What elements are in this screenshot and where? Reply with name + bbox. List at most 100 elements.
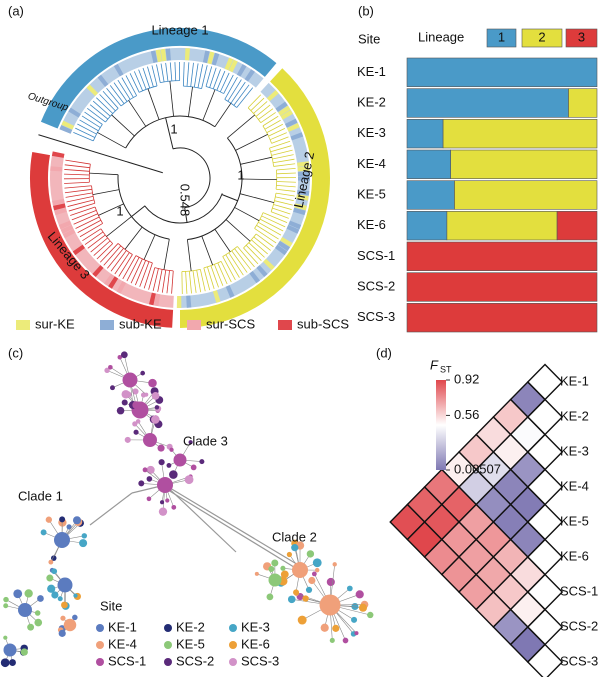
colorbar-tick-label: 0.00507 xyxy=(454,461,501,476)
branch xyxy=(169,62,173,81)
haplotype xyxy=(146,465,155,474)
branch xyxy=(139,261,150,287)
legend-marker xyxy=(164,658,172,666)
legend-label: KE-4 xyxy=(108,636,137,651)
branch xyxy=(270,193,277,212)
branch xyxy=(99,243,119,263)
branch xyxy=(183,85,202,89)
branch xyxy=(110,250,127,272)
habitat-tick xyxy=(280,109,294,120)
branch xyxy=(247,94,262,109)
haplotype xyxy=(166,462,172,468)
node-label: 1 xyxy=(170,121,177,136)
habitat-tick xyxy=(293,207,306,216)
branch xyxy=(117,79,131,100)
haplotype xyxy=(169,447,174,452)
haplotype xyxy=(60,615,66,621)
branch xyxy=(107,247,124,269)
branch xyxy=(90,237,108,253)
haplotype xyxy=(13,589,23,599)
branch xyxy=(269,140,291,149)
habitat-tick xyxy=(97,74,109,87)
haplotype xyxy=(37,595,44,602)
branch xyxy=(276,172,296,175)
network xyxy=(0,351,374,668)
haplotype xyxy=(9,659,16,666)
branch xyxy=(81,115,101,128)
branch xyxy=(272,154,294,160)
branch xyxy=(91,185,96,204)
branch xyxy=(98,203,124,216)
branch xyxy=(212,69,221,90)
branch xyxy=(271,149,293,156)
branch xyxy=(273,204,292,210)
colorbar xyxy=(436,380,446,470)
branch xyxy=(276,181,296,183)
haplotype xyxy=(293,589,300,596)
branch xyxy=(165,62,169,82)
habitat-tick xyxy=(103,273,115,287)
branch xyxy=(245,245,262,261)
branch xyxy=(64,173,90,176)
lineage-label: Lineage 1 xyxy=(151,22,208,37)
legend-swatch xyxy=(278,320,292,330)
haplotype xyxy=(346,585,353,592)
branch xyxy=(182,62,185,87)
branch xyxy=(125,75,137,96)
haplotype xyxy=(354,631,359,636)
branch xyxy=(65,159,91,165)
branch xyxy=(77,123,97,135)
haplotype xyxy=(121,390,130,399)
y-tick-label: SCS-3 xyxy=(357,309,395,324)
habitat-tick xyxy=(274,244,288,256)
haplotype-hub xyxy=(54,532,70,548)
habitat-tick xyxy=(72,244,86,256)
haplotype xyxy=(332,562,337,567)
branch xyxy=(160,80,180,84)
branch xyxy=(87,107,106,123)
branch xyxy=(253,101,268,114)
branch xyxy=(259,218,284,232)
branch xyxy=(138,69,147,90)
node-label: 0.548 xyxy=(178,184,193,217)
colorbar-label: F xyxy=(430,357,439,372)
legend-marker xyxy=(229,641,237,649)
branch xyxy=(96,97,114,114)
site-label: KE-3 xyxy=(560,443,589,458)
haplotype xyxy=(27,623,35,631)
haplotype xyxy=(133,429,139,435)
branch xyxy=(209,67,217,88)
haplotype xyxy=(144,392,149,397)
branch xyxy=(190,62,194,87)
habitat-tick xyxy=(296,194,309,201)
branch xyxy=(163,239,170,270)
outgroup-branch xyxy=(38,134,163,174)
habitat-tick xyxy=(244,69,255,82)
branch xyxy=(79,119,99,132)
legend-label: KE-1 xyxy=(108,619,137,634)
haplotype xyxy=(146,496,152,502)
habitat-tick xyxy=(58,220,72,230)
habitat-tick xyxy=(108,276,119,289)
haplotype xyxy=(48,559,54,565)
branch xyxy=(134,260,147,286)
haplotype xyxy=(268,565,275,573)
haplotype xyxy=(116,406,125,415)
branch xyxy=(235,134,268,151)
habitat-tick xyxy=(280,236,293,247)
branch xyxy=(240,156,273,165)
branch xyxy=(225,219,251,242)
branch xyxy=(222,256,236,281)
habitat-tick xyxy=(236,64,247,77)
habitat-tick xyxy=(284,118,298,128)
branch xyxy=(92,100,111,117)
haplotype xyxy=(66,524,72,530)
habitat-tick xyxy=(202,50,210,64)
habitat-tick xyxy=(294,203,307,211)
lineage-ring xyxy=(179,68,330,328)
habitat-tick xyxy=(54,207,67,216)
branch xyxy=(64,181,90,184)
branch xyxy=(203,267,211,291)
branch xyxy=(165,117,174,149)
branch xyxy=(186,239,192,271)
